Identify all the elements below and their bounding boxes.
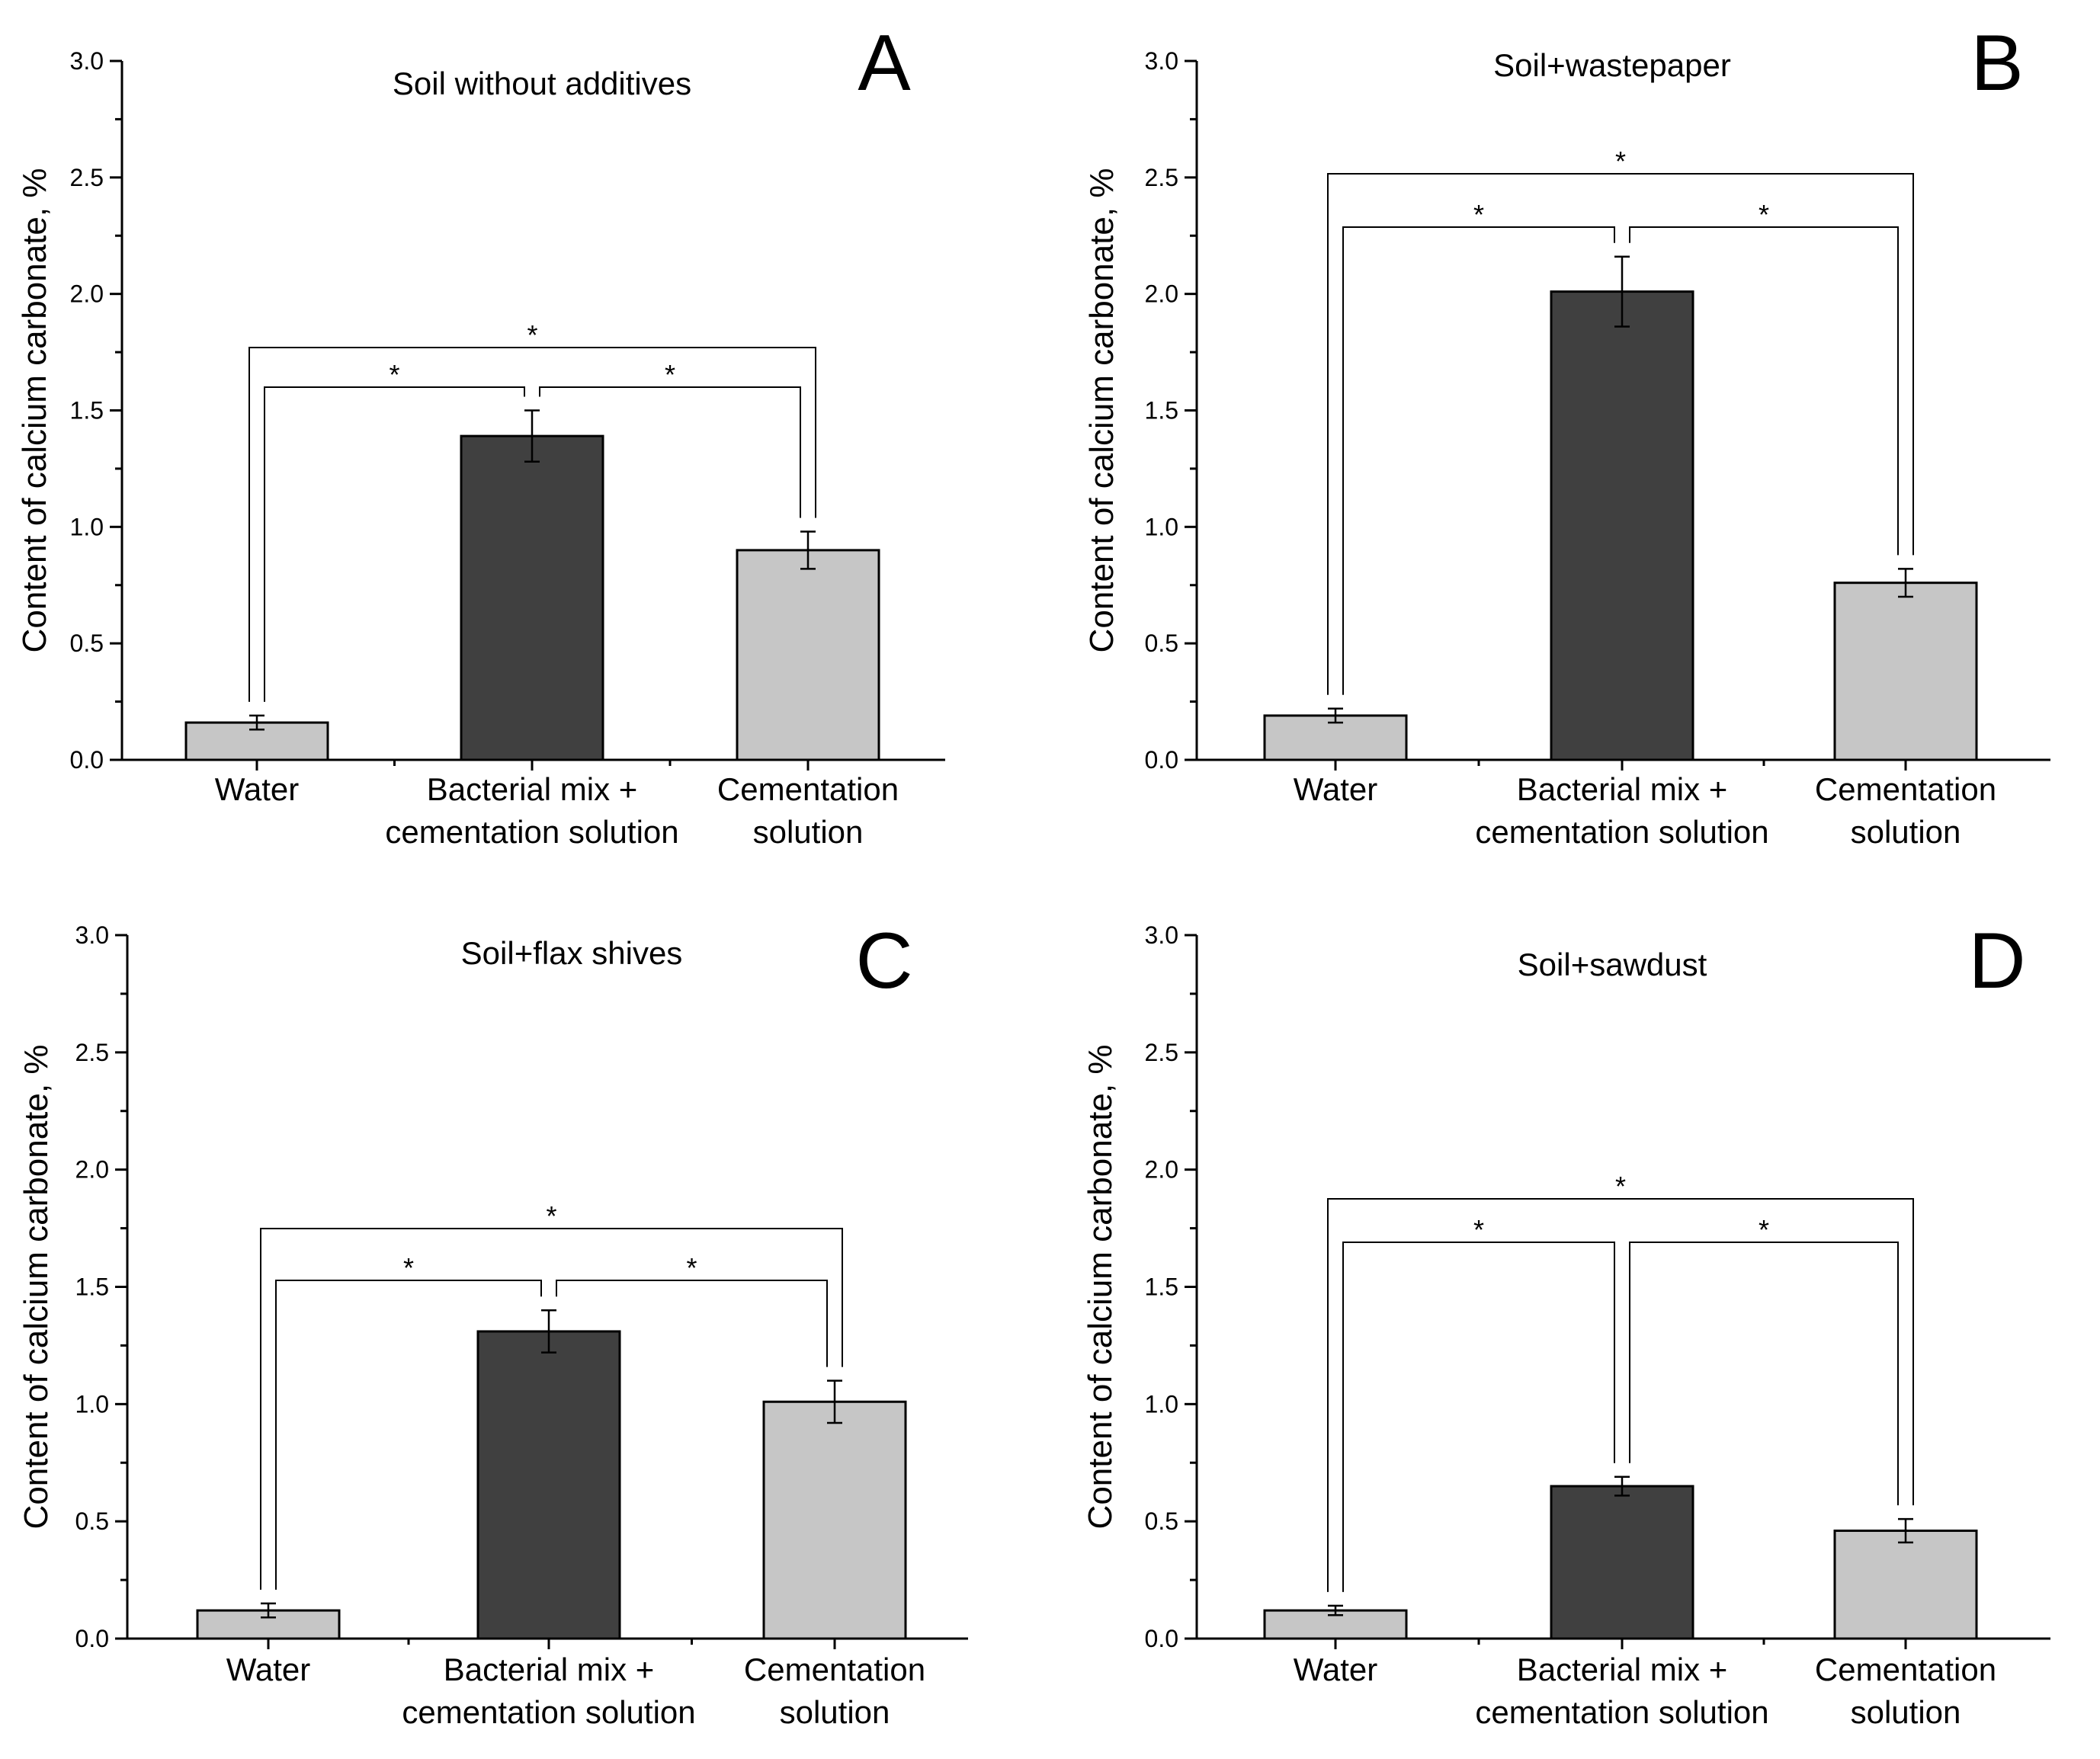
significance-bracket (1629, 1242, 1899, 1506)
category-label: cementation solution (385, 814, 678, 850)
significance-bracket (1629, 226, 1899, 556)
y-tick-label: 1.5 (75, 1274, 109, 1301)
panel-c: C Soil+flax shives 0.0 0.5 1.0 1.5 2.0 2.5 3.0 Co… (18, 917, 968, 1730)
panel-letter: C (855, 917, 912, 1005)
y-tick-label: 0.0 (70, 746, 104, 774)
y-tick-label: 3.0 (1145, 47, 1178, 75)
y-tick-label: 0.5 (75, 1507, 109, 1535)
panel-title: Soil+wastepaper (1493, 47, 1731, 83)
category-label: Water (226, 1652, 310, 1687)
y-tick-label: 3.0 (1145, 921, 1178, 949)
y-tick-label: 1.5 (1145, 397, 1178, 425)
panel-a: A Soil without additives 0.0 0.5 1.0 1.5 2.0 2.… (16, 19, 945, 850)
category-label: solution (753, 814, 864, 850)
category-label: solution (1851, 814, 1961, 850)
bar (460, 434, 604, 761)
y-tick-label: 0.5 (70, 630, 104, 657)
bar (762, 1400, 907, 1640)
category-label: Bacterial mix + (1517, 1652, 1728, 1687)
y-axis-title: Content of calcium carbonate, % (1083, 168, 1121, 653)
y-tick-label: 1.5 (1145, 1274, 1178, 1301)
bar (1833, 1529, 1978, 1640)
significance-bracket (1327, 173, 1914, 695)
category-label: Water (1294, 771, 1377, 807)
y-tick-label: 2.0 (70, 280, 104, 308)
significance-star: * (1615, 1171, 1626, 1202)
category-label: Bacterial mix + (1517, 771, 1728, 807)
panel-b: B Soil+wastepaper 0.0 0.5 1.0 1.5 2.0 2.5 3.0 Con… (1083, 19, 2050, 850)
significance-bracket (1342, 226, 1615, 695)
category-label: cementation solution (1475, 1694, 1768, 1730)
significance-star: * (527, 319, 537, 351)
y-tick-label: 0.5 (1145, 1507, 1178, 1535)
significance-star: * (1759, 199, 1769, 230)
category-label: Cementation (1815, 1652, 1996, 1687)
y-tick-label: 1.0 (1145, 513, 1178, 540)
category-label: Cementation (717, 771, 899, 807)
significance-star: * (389, 359, 399, 390)
category-label: cementation solution (402, 1694, 695, 1730)
significance-bracket (275, 1280, 542, 1590)
y-tick-label: 2.5 (70, 164, 104, 191)
y-tick-label: 2.5 (75, 1039, 109, 1066)
bar (196, 1609, 341, 1640)
y-axis-title: Content of calcium carbonate, % (1082, 1045, 1119, 1530)
category-label: Bacterial mix + (427, 771, 638, 807)
category-label: Bacterial mix + (444, 1652, 655, 1687)
y-axis-title: Content of calcium carbonate, % (18, 1045, 55, 1530)
panel-title: Soil+sawdust (1518, 947, 1707, 982)
category-label: Cementation (1815, 771, 1996, 807)
y-tick-label: 2.5 (1145, 164, 1178, 191)
y-tick-label: 2.5 (1145, 1039, 1178, 1066)
significance-bracket (1327, 1198, 1914, 1592)
bar (1833, 582, 1978, 761)
category-label: Cementation (744, 1652, 925, 1687)
y-tick-label: 3.0 (75, 921, 109, 949)
y-tick-label: 1.0 (75, 1390, 109, 1418)
significance-star: * (1615, 146, 1626, 177)
y-tick-label: 1.5 (70, 397, 104, 425)
y-tick-label: 0.5 (1145, 630, 1178, 657)
bar (1550, 290, 1694, 761)
significance-star: * (1473, 199, 1484, 230)
significance-star: * (1473, 1214, 1484, 1245)
significance-star: * (403, 1252, 414, 1283)
significance-bracket (248, 347, 816, 702)
y-tick-label: 2.0 (1145, 1156, 1178, 1184)
y-tick-label: 3.0 (70, 47, 104, 75)
y-tick-label: 0.0 (1145, 746, 1178, 774)
panel-title: Soil without additives (393, 66, 691, 101)
category-label: Water (215, 771, 299, 807)
significance-bracket (264, 386, 525, 702)
y-axis-title: Content of calcium carbonate, % (16, 168, 53, 653)
significance-bracket (539, 386, 801, 518)
significance-bracket (1342, 1242, 1615, 1592)
panel-letter: B (1970, 19, 2023, 107)
significance-bracket (260, 1228, 843, 1590)
panel-title: Soil+flax shives (461, 935, 683, 971)
category-label: solution (1851, 1694, 1961, 1730)
panel-letter: A (858, 19, 911, 107)
y-tick-label: 2.0 (1145, 280, 1178, 308)
significance-star: * (665, 359, 675, 390)
bar (736, 549, 880, 761)
panel-d: D Soil+sawdust 0.0 0.5 1.0 1.5 2.0 2.5 3.0 Conten… (1082, 917, 2050, 1730)
y-tick-label: 0.0 (1145, 1625, 1178, 1652)
y-tick-label: 2.0 (75, 1156, 109, 1184)
significance-star: * (1759, 1214, 1769, 1245)
bar (476, 1330, 621, 1640)
y-tick-label: 0.0 (75, 1625, 109, 1652)
significance-star: * (546, 1200, 556, 1232)
panel-letter: D (1968, 917, 2025, 1005)
significance-star: * (686, 1252, 697, 1283)
y-tick-label: 1.0 (70, 513, 104, 540)
category-label: Water (1294, 1652, 1377, 1687)
category-label: cementation solution (1475, 814, 1768, 850)
bar (1550, 1485, 1694, 1640)
y-tick-label: 1.0 (1145, 1390, 1178, 1418)
category-label: solution (780, 1694, 890, 1730)
significance-bracket (556, 1280, 828, 1367)
